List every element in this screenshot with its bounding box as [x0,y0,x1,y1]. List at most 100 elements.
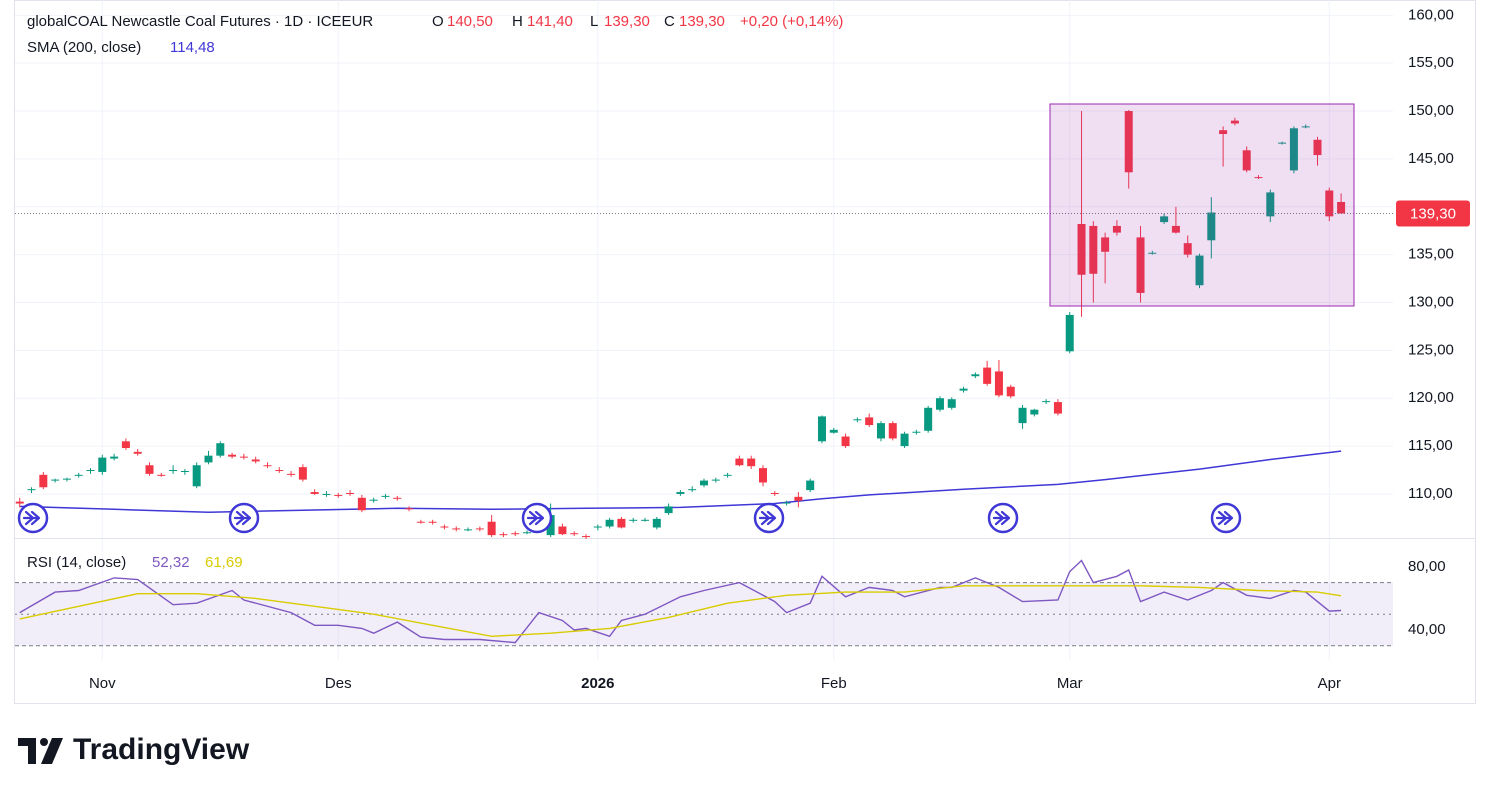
candle-body [711,479,720,481]
candle-body [15,501,24,504]
candle-body [1006,386,1015,397]
x-tick-label: Feb [821,675,847,692]
candle-body [1301,126,1310,128]
event-marker[interactable] [1210,502,1242,534]
rsi-title: RSI (14, close) [27,554,126,571]
candle-body [475,528,484,530]
ohlc-key: O [432,13,444,30]
candle-body [157,474,166,476]
candle-body [841,436,850,447]
candle-body [511,533,520,535]
event-marker[interactable] [228,502,260,534]
logo-text: TradingView [73,733,250,766]
candle-body [983,367,992,384]
sma-line [19,450,1342,513]
candle-body [428,521,437,523]
candle-body [747,458,756,467]
candle-body [62,478,71,480]
event-marker[interactable] [521,502,553,534]
x-tick-label: Nov [89,675,116,692]
candle-body [169,470,178,472]
candle-body [1195,255,1204,286]
y-tick-label: 125,00 [1408,341,1454,358]
candle-body [393,497,402,499]
y-tick-label: 120,00 [1408,389,1454,406]
candle-body [1030,409,1039,415]
logo-mark [41,738,63,764]
candle-body [924,407,933,431]
candle-body [1313,139,1322,156]
y-tick-label: 145,00 [1408,150,1454,167]
candle-body [121,441,130,449]
candle-body [346,493,355,495]
candle-body [853,419,862,421]
candle-body [758,468,767,483]
candle-body [216,443,225,456]
event-marker[interactable] [987,502,1019,534]
candle-body [794,496,803,501]
candle-body [629,519,638,521]
ohlc-value: 139,30 [679,13,725,30]
event-marker[interactable] [17,502,49,534]
logo[interactable]: TradingView [18,733,250,766]
candle-body [1266,192,1275,217]
candle-body [1230,120,1239,124]
candle-body [369,499,378,501]
candle-body [110,456,119,459]
candle-body [605,519,614,527]
rsi-line [19,585,1342,638]
candle-body [971,374,980,377]
candle-body [334,494,343,496]
candle-body [770,493,779,495]
candle-body [357,497,366,511]
candle-body [440,526,449,528]
candle-body [1325,190,1334,217]
candle-body [782,502,791,504]
candle-body [641,519,650,521]
labels: 110,00 115,00 120,00 125,00 130,00 135,00 140,… [89,6,1470,692]
candle-body [27,489,36,491]
candle-body [464,529,473,531]
candle-body [723,474,732,476]
candle-body [617,518,626,528]
y-tick-label: 135,00 [1408,246,1454,263]
candle-body [322,493,331,495]
candle-body [86,470,95,472]
candle-body [298,467,307,480]
candle-body [1171,225,1180,233]
candle-body [688,489,697,491]
candle-body [287,473,296,475]
symbol-title: globalCOAL Newcastle Coal Futures · 1D ·… [27,13,373,30]
candle-body [735,458,744,466]
candle-body [98,457,107,472]
candle-body [499,534,508,536]
y-tick-label: 40,00 [1408,621,1446,638]
candle-body [829,429,838,433]
candle-body [652,518,661,528]
candle-body [1289,128,1298,171]
candle-body [523,532,532,534]
candle-body [664,506,673,514]
candle-body [405,508,414,510]
indicator-value: 114,48 [170,39,215,56]
candle-body [310,492,319,494]
candle-body [959,388,968,391]
rsi-value: 52,32 [152,554,190,571]
candle-body [935,398,944,410]
candle-body [1089,225,1098,274]
y-tick-label: 110,00 [1408,485,1453,502]
candle-body [558,526,567,535]
event-marker[interactable] [753,502,785,534]
candle-body [900,433,909,447]
candle-body [251,459,260,462]
candle-body [817,416,826,442]
candle-body [1124,111,1133,173]
candle-body [381,495,390,497]
candle-body [582,536,591,538]
candle-body [145,465,154,474]
y-tick-label: 155,00 [1408,54,1454,71]
candle-body [263,465,272,467]
candle-body [416,521,425,523]
